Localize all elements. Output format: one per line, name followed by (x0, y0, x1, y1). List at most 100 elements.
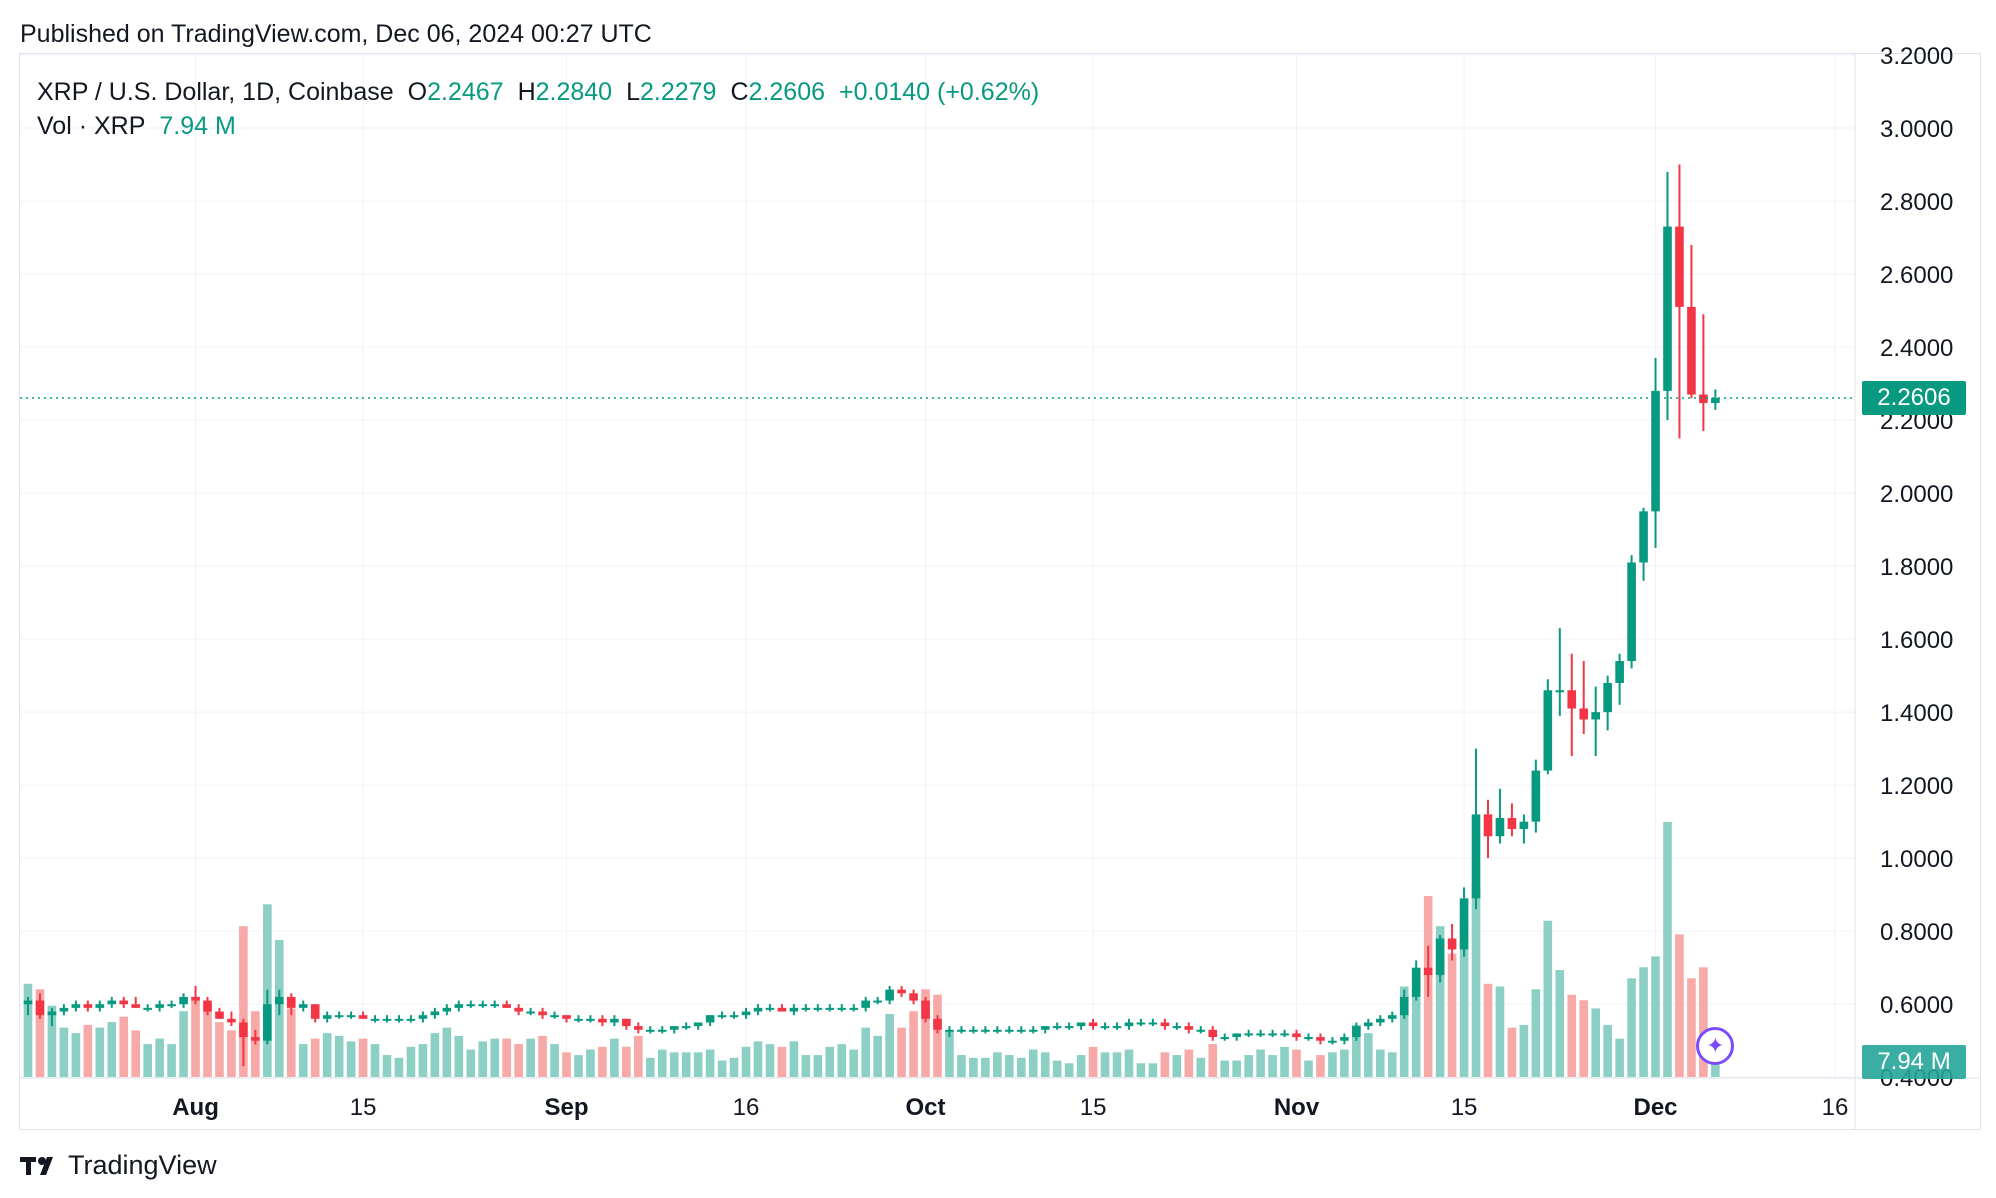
volume-bar (813, 1055, 823, 1077)
volume-bar (1639, 967, 1648, 1077)
volume-bar (753, 1041, 763, 1077)
volume-bar (478, 1041, 488, 1077)
volume-bar (1663, 822, 1672, 1077)
candle-body (1184, 1026, 1194, 1030)
volume-bar (1699, 967, 1708, 1077)
candle-body (227, 1018, 236, 1023)
volume-bar (1651, 956, 1660, 1077)
volume-bar (1387, 1052, 1397, 1077)
candle-body (1340, 1037, 1349, 1041)
candle-body (1160, 1022, 1170, 1027)
volume-bar (885, 1013, 894, 1077)
candle-body (346, 1015, 356, 1018)
candle-body (215, 1011, 224, 1019)
volume-bar (526, 1038, 535, 1077)
volume-bar (969, 1057, 978, 1077)
last-volume-tag: 7.94 M (1862, 1045, 1966, 1080)
volume-bar (1375, 1049, 1385, 1077)
candle-body (191, 996, 200, 1001)
candle-body (1507, 818, 1517, 829)
candle-body (538, 1011, 547, 1016)
candle-body (1711, 397, 1720, 404)
candle-body (334, 1015, 344, 1018)
candle-body (562, 1015, 571, 1019)
candle-body (1447, 938, 1457, 950)
candle-body (155, 1004, 164, 1008)
candle-body (107, 1000, 117, 1005)
volume-bar (346, 1041, 356, 1077)
legend-change: +0.0140 (+0.62%) (839, 78, 1040, 106)
candle-body (837, 1007, 847, 1010)
price-tick-label: 2.6000 (1880, 262, 1953, 289)
volume-bar (1304, 1060, 1313, 1077)
tradingview-logo[interactable]: TradingView (20, 1150, 217, 1181)
volume-bar (1172, 1055, 1182, 1077)
volume-bar (1471, 885, 1481, 1077)
volume-bar (1687, 978, 1696, 1077)
volume-bar (1052, 1060, 1062, 1077)
volume-bar (909, 1011, 918, 1077)
sparkle-icon[interactable]: ✦ (1696, 1027, 1735, 1065)
volume-bar (1016, 1057, 1026, 1077)
volume-bar (622, 1046, 631, 1077)
volume-bar (107, 1022, 117, 1077)
candle-body (370, 1018, 380, 1021)
candle-body (598, 1018, 607, 1023)
candle-body (1387, 1015, 1397, 1019)
price-tick-label: 2.8000 (1880, 189, 1953, 216)
volume-bar (657, 1049, 667, 1077)
volume-bar (466, 1049, 476, 1077)
volume-bar (717, 1060, 727, 1077)
volume-bar (1004, 1055, 1014, 1077)
volume-bar (334, 1035, 344, 1077)
candle-body (657, 1029, 667, 1032)
volume-bar (406, 1046, 416, 1077)
volume-bar (298, 1044, 308, 1077)
candle-body (298, 1004, 308, 1008)
candle-body (1471, 814, 1481, 899)
volume-bar (1543, 920, 1553, 1077)
candle-body (119, 1000, 129, 1005)
candle-body (550, 1015, 559, 1018)
volume-bar (933, 994, 942, 1077)
candle-body (406, 1018, 416, 1021)
volume-bar (705, 1049, 715, 1077)
candle-body (873, 1000, 882, 1003)
volume-bar (825, 1046, 835, 1077)
volume-bar (1076, 1055, 1086, 1077)
tradingview-logo-icon (20, 1156, 53, 1175)
volume-bar (1591, 1008, 1600, 1077)
candle-body (239, 1022, 248, 1038)
legend-symbol: XRP / U.S. Dollar, 1D, Coinbase (37, 78, 394, 106)
candle-body (490, 1004, 500, 1007)
candle-body (1112, 1026, 1122, 1029)
price-tick-label: 1.8000 (1880, 554, 1953, 581)
candle-body (382, 1018, 392, 1021)
candle-body (1411, 967, 1421, 997)
time-tick-label: 15 (1080, 1094, 1107, 1121)
volume-bar (1064, 1063, 1074, 1077)
volume-bar (442, 1027, 452, 1077)
volume-bar (1136, 1063, 1146, 1077)
price-tick-label: 0.8000 (1880, 919, 1953, 946)
volume-bar (370, 1044, 380, 1077)
volume-bar (981, 1057, 990, 1077)
volume-bar (1268, 1055, 1277, 1077)
volume-bar (286, 1008, 296, 1077)
candle-body (1244, 1033, 1253, 1036)
volume-bar (777, 1046, 787, 1077)
price-tick-label: 0.6000 (1880, 992, 1953, 1019)
volume-bar (1507, 1027, 1517, 1077)
time-tick-label: 15 (350, 1094, 377, 1121)
candle-body (1375, 1018, 1385, 1023)
candle-body (502, 1004, 511, 1008)
candle-body (251, 1037, 260, 1041)
candle-body (286, 996, 296, 1008)
candle-body (1124, 1022, 1134, 1027)
volume-bar (681, 1052, 691, 1077)
volume-bar (669, 1052, 679, 1077)
volume-bar (430, 1033, 440, 1077)
candle-body (394, 1018, 404, 1021)
volume-bar (418, 1044, 428, 1077)
